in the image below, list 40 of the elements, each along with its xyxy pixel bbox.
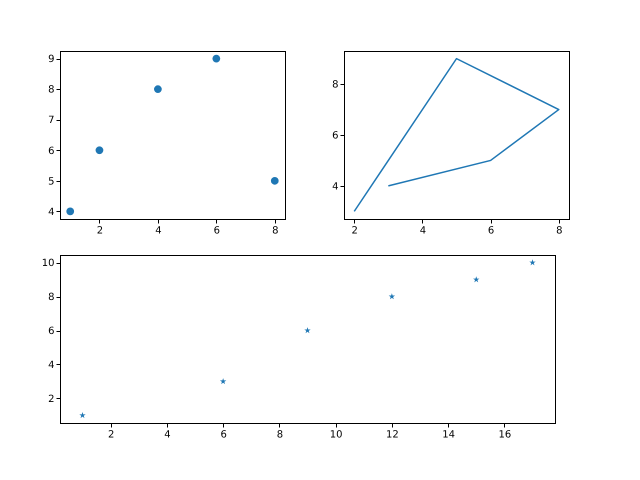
point bbox=[270, 176, 279, 185]
x-tick-label: 12 bbox=[386, 430, 399, 440]
x-tick-label: 2 bbox=[108, 430, 114, 440]
point bbox=[96, 146, 104, 154]
point bbox=[66, 208, 74, 216]
y-tick-label: 8 bbox=[48, 84, 54, 96]
x-tick-label: 6 bbox=[214, 226, 220, 236]
x-tick-label: 4 bbox=[164, 430, 171, 440]
x-tick-label: 4 bbox=[155, 226, 162, 236]
y-tick-label: 4 bbox=[48, 206, 54, 218]
point bbox=[529, 259, 536, 266]
y-tick-label: 8 bbox=[48, 292, 54, 304]
x-tick-label: 6 bbox=[488, 226, 494, 236]
y-tick-label: 6 bbox=[48, 326, 54, 338]
x-tick-label: 8 bbox=[556, 226, 562, 236]
x-tick-label: 4 bbox=[420, 226, 426, 236]
y-tick-label: 10 bbox=[42, 258, 54, 270]
y-tick-label: 9 bbox=[48, 54, 54, 66]
y-tick-label: 2 bbox=[48, 394, 54, 405]
y-tick-label: 6 bbox=[332, 130, 338, 142]
x-tick-label: 16 bbox=[498, 430, 512, 440]
y-tick-label: 4 bbox=[48, 360, 54, 371]
y-tick-label: 8 bbox=[332, 80, 338, 91]
point bbox=[473, 276, 480, 282]
x-tick-label: 2 bbox=[96, 226, 104, 236]
point bbox=[388, 293, 396, 300]
x-tick-label: 14 bbox=[442, 430, 455, 440]
x-tick-label: 6 bbox=[220, 430, 227, 440]
y-tick-label: 6 bbox=[48, 146, 54, 157]
line-series bbox=[353, 58, 560, 212]
y-tick-label: 5 bbox=[48, 176, 54, 188]
y-tick-label: 7 bbox=[48, 115, 54, 126]
x-tick-label: 2 bbox=[352, 226, 358, 236]
point bbox=[220, 378, 226, 384]
point bbox=[304, 327, 311, 334]
point bbox=[212, 54, 220, 62]
point bbox=[154, 85, 162, 94]
x-tick-label: 8 bbox=[272, 226, 278, 236]
x-tick-label: 8 bbox=[276, 430, 284, 440]
y-tick-label: 4 bbox=[332, 181, 338, 192]
